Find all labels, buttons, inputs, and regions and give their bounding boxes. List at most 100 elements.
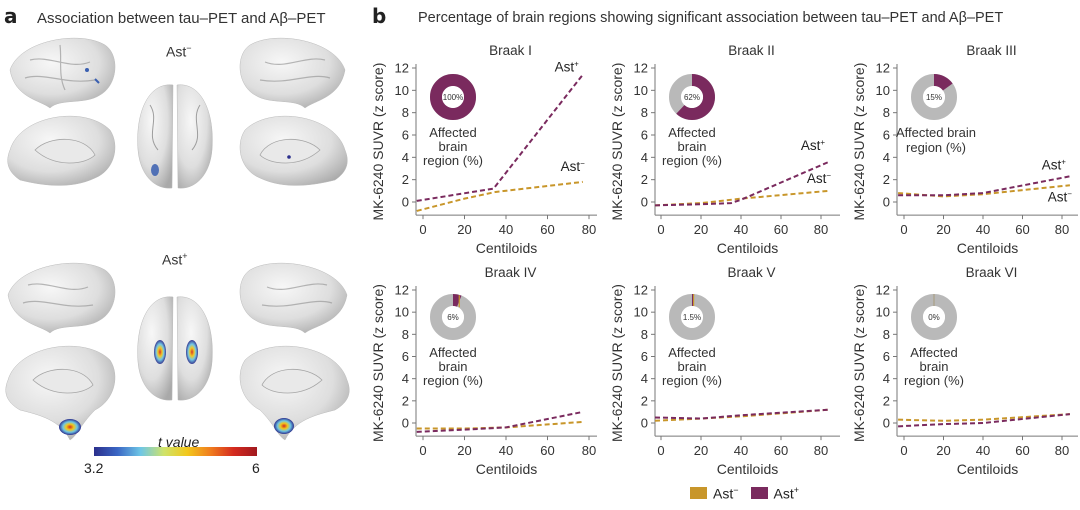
x-tick-label: 80 (582, 222, 596, 237)
series-line-ast-pos (898, 413, 1071, 428)
donut-percent-label: 15% (926, 93, 942, 102)
x-tick-label: 20 (694, 222, 708, 237)
series-line-ast-pos (416, 410, 583, 433)
y-tick-label: 8 (883, 327, 890, 342)
y-tick-label: 2 (641, 172, 648, 187)
pie-caption-line: Affected (910, 345, 957, 360)
x-tick-label: 40 (734, 443, 748, 458)
pie-caption-line: brain (439, 139, 468, 154)
pie-caption-line: region (%) (662, 373, 722, 388)
chart-title: Braak III (966, 43, 1016, 58)
series-line-ast-neg (898, 184, 1071, 198)
x-tick-label: 40 (499, 443, 513, 458)
pie-caption-line: Affected brain (896, 125, 976, 140)
x-tick-label: 80 (1055, 222, 1069, 237)
x-axis-label: Centiloids (476, 240, 537, 256)
y-tick-label: 12 (395, 283, 409, 298)
y-tick-label: 0 (883, 416, 890, 431)
panel-b-letter: b (372, 4, 387, 28)
series-line-ast-neg (416, 180, 583, 212)
x-axis-label: Centiloids (957, 240, 1018, 256)
donut-affected-slice (452, 294, 462, 307)
y-axis-label: MK-6240 SUVR (z score) (851, 63, 867, 221)
pie-caption-line: Affected (668, 345, 715, 360)
y-tick-label: 10 (876, 83, 890, 98)
y-tick-label: 2 (402, 172, 409, 187)
y-tick-label: 2 (402, 393, 409, 408)
y-tick-label: 4 (641, 371, 648, 386)
y-axis-label: MK-6240 SUVR (z score) (609, 63, 625, 221)
y-tick-label: 6 (883, 128, 890, 143)
y-tick-label: 12 (395, 61, 409, 76)
y-tick-label: 0 (883, 195, 890, 210)
y-tick-label: 0 (402, 416, 409, 431)
pie-caption-line: region (%) (904, 373, 964, 388)
donut-percent-label: 100% (443, 93, 463, 102)
donut-percent-label: 1.5% (683, 313, 701, 322)
series-line-ast-neg (654, 189, 830, 207)
y-tick-label: 6 (402, 128, 409, 143)
y-tick-label: 12 (634, 283, 648, 298)
brain-ast-neg-lateral-left (9, 37, 116, 109)
pie-caption-line: brain (678, 359, 707, 374)
series-line-ast-pos (898, 175, 1071, 197)
y-tick-label: 4 (402, 371, 409, 386)
group-name: Ast (162, 251, 183, 268)
group-sign: − (186, 43, 192, 53)
series-line-ast-pos (654, 160, 830, 207)
brain-ast-pos-ventral (137, 296, 213, 401)
annotation-ast-pos: Ast+ (1042, 157, 1067, 172)
y-tick-label: 12 (876, 283, 890, 298)
group-name: Ast (166, 43, 187, 60)
x-tick-label: 20 (457, 443, 471, 458)
brain-ast-pos-lateral-right (239, 262, 348, 334)
pie-caption-line: region (%) (906, 140, 966, 155)
series-line-ast-pos (654, 408, 830, 420)
y-tick-label: 2 (883, 172, 890, 187)
y-axis-label: MK-6240 SUVR (z score) (851, 284, 867, 442)
y-tick-label: 0 (402, 195, 409, 210)
chart-title: Braak II (728, 43, 775, 58)
legend-label-ast-neg: Ast− (713, 485, 739, 502)
annotation-ast-pos: Ast+ (555, 60, 580, 75)
y-tick-label: 4 (883, 371, 890, 386)
pie-caption-line: Affected (668, 125, 715, 140)
chart-title: Braak I (489, 43, 532, 58)
y-tick-label: 10 (634, 305, 648, 320)
y-tick-label: 6 (641, 349, 648, 364)
annotation-ast-pos: Ast+ (801, 138, 826, 153)
y-axis-label: MK-6240 SUVR (z score) (609, 284, 625, 442)
x-tick-label: 0 (657, 443, 664, 458)
legend-sign: − (733, 485, 739, 495)
x-tick-label: 60 (1015, 222, 1029, 237)
y-tick-label: 6 (641, 128, 648, 143)
x-tick-label: 0 (900, 443, 907, 458)
x-tick-label: 20 (936, 443, 950, 458)
x-tick-label: 0 (657, 222, 664, 237)
pie-caption-line: region (%) (423, 153, 483, 168)
x-tick-label: 40 (976, 443, 990, 458)
pie-caption-line: brain (439, 359, 468, 374)
x-tick-label: 80 (582, 443, 596, 458)
x-tick-label: 60 (540, 443, 554, 458)
x-tick-label: 40 (499, 222, 513, 237)
annotation-ast-neg: Ast− (807, 171, 832, 186)
donut-percent-label: 0% (928, 313, 940, 322)
pie-caption-line: region (%) (662, 153, 722, 168)
y-tick-label: 6 (402, 349, 409, 364)
y-tick-label: 8 (402, 327, 409, 342)
donut-hole (442, 306, 464, 328)
y-axis-label: MK-6240 SUVR (z score) (370, 284, 386, 442)
y-tick-label: 4 (883, 150, 890, 165)
pie-caption-line: brain (678, 139, 707, 154)
y-tick-label: 4 (641, 150, 648, 165)
x-tick-label: 60 (540, 222, 554, 237)
y-tick-label: 4 (402, 150, 409, 165)
pie-caption-line: brain (920, 359, 949, 374)
panel-b-title: Percentage of brain regions showing sign… (418, 10, 1004, 26)
chart-title: Braak V (727, 265, 775, 280)
y-tick-label: 12 (876, 61, 890, 76)
x-tick-label: 80 (814, 443, 828, 458)
donut-hole (681, 86, 703, 108)
y-tick-label: 10 (395, 83, 409, 98)
